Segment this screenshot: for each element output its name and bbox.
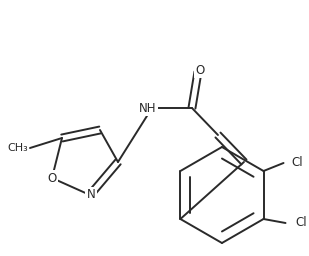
Text: Cl: Cl: [296, 217, 307, 229]
Text: Cl: Cl: [292, 156, 303, 169]
Text: CH₃: CH₃: [7, 143, 28, 153]
Text: O: O: [47, 172, 57, 185]
Text: O: O: [195, 63, 205, 77]
Text: N: N: [87, 188, 95, 201]
Text: NH: NH: [139, 101, 157, 114]
